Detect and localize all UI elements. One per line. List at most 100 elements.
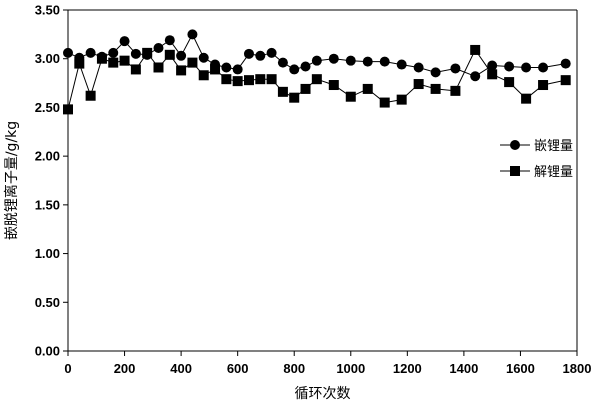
y-tick-label: 3.50	[35, 3, 60, 18]
data-point-square	[176, 65, 187, 76]
data-point-square	[198, 70, 209, 81]
data-point-square	[243, 75, 254, 86]
x-tick-label: 1000	[336, 361, 365, 376]
data-point-circle	[187, 29, 198, 40]
y-tick-label: 2.00	[35, 149, 60, 164]
data-point-circle	[560, 58, 571, 69]
data-point-circle	[430, 67, 441, 78]
data-point-square	[63, 104, 73, 115]
x-tick-label: 600	[227, 361, 249, 376]
data-point-circle	[198, 52, 209, 63]
x-tick-label: 1800	[563, 361, 592, 376]
x-tick-label: 800	[283, 361, 305, 376]
data-point-circle	[470, 71, 481, 82]
y-tick-label: 2.50	[35, 100, 60, 115]
data-point-circle	[232, 64, 243, 75]
data-point-circle	[266, 47, 277, 58]
data-point-circle	[413, 62, 424, 73]
data-point-circle	[300, 61, 311, 72]
legend-item-release: 解锂量	[500, 165, 573, 180]
data-point-circle	[63, 47, 73, 58]
y-tick-label: 1.50	[35, 197, 60, 212]
y-tick-label: 0.00	[35, 344, 60, 359]
data-point-square	[396, 94, 407, 105]
data-point-circle	[164, 35, 175, 46]
legend-marker-square	[510, 166, 520, 176]
legend-label-embed: 嵌锂量	[534, 139, 573, 154]
data-point-circle	[328, 53, 339, 64]
data-point-square	[277, 86, 288, 97]
data-point-square	[379, 97, 390, 108]
data-point-square	[164, 49, 175, 60]
x-axis-title: 循环次数	[295, 386, 351, 402]
data-point-square	[430, 83, 441, 94]
data-point-circle	[487, 60, 498, 71]
data-point-circle	[450, 63, 461, 74]
data-point-circle	[153, 42, 164, 53]
data-point-square	[119, 55, 130, 66]
series-release	[63, 44, 571, 115]
data-point-circle	[176, 50, 187, 61]
data-point-circle	[396, 59, 407, 70]
data-point-square	[74, 58, 85, 69]
data-point-square	[232, 76, 243, 87]
data-point-circle	[345, 55, 356, 66]
data-point-square	[450, 85, 461, 96]
data-point-square	[108, 57, 119, 68]
data-point-square	[521, 93, 532, 104]
data-point-square	[187, 57, 198, 68]
data-point-square	[413, 79, 424, 90]
data-point-square	[487, 69, 498, 80]
data-point-square	[130, 64, 141, 75]
x-axis-ticks: 0 200 400 600 800 1000 1200 1400 1600 1800	[64, 351, 591, 376]
data-point-circle	[379, 56, 390, 67]
y-axis-ticks: 0.00 0.50 1.00 1.50 2.00 2.50 3.00 3.50	[35, 3, 68, 359]
data-point-circle	[255, 50, 266, 61]
data-point-square	[560, 75, 571, 86]
data-point-circle	[85, 47, 96, 58]
y-tick-label: 0.50	[35, 295, 60, 310]
legend-marker-circle	[510, 140, 520, 150]
data-point-circle	[243, 48, 254, 59]
legend-item-embed: 嵌锂量	[500, 139, 573, 154]
legend-label-release: 解锂量	[534, 165, 573, 180]
series-embed	[63, 29, 571, 82]
data-point-circle	[362, 56, 373, 67]
data-point-square	[311, 74, 322, 85]
data-point-square	[96, 53, 107, 64]
data-point-square	[142, 47, 153, 58]
data-point-square	[538, 80, 549, 91]
data-point-circle	[289, 64, 300, 75]
data-point-square	[328, 80, 339, 91]
x-tick-label: 1600	[506, 361, 535, 376]
data-point-square	[300, 83, 311, 94]
x-tick-label: 1400	[449, 361, 478, 376]
data-point-circle	[504, 61, 515, 72]
data-point-square	[289, 92, 300, 103]
data-point-circle	[221, 62, 232, 73]
data-point-circle	[277, 57, 288, 68]
legend: 嵌锂量 解锂量	[500, 139, 573, 180]
data-point-circle	[119, 36, 130, 47]
y-tick-label: 3.00	[35, 51, 60, 66]
data-point-square	[210, 64, 221, 75]
data-point-circle	[311, 55, 322, 66]
data-point-circle	[521, 62, 532, 73]
data-point-square	[470, 44, 481, 55]
data-point-square	[362, 83, 373, 94]
data-point-square	[504, 77, 515, 88]
data-point-circle	[538, 62, 549, 73]
data-point-circle	[108, 47, 119, 58]
data-point-square	[255, 74, 266, 85]
data-point-square	[221, 74, 232, 85]
x-tick-label: 1200	[393, 361, 422, 376]
data-point-square	[153, 62, 164, 73]
axes	[67, 9, 578, 352]
x-tick-label: 200	[114, 361, 136, 376]
series-layer	[63, 29, 571, 115]
data-point-square	[345, 91, 356, 102]
data-point-square	[266, 74, 277, 85]
y-axis-title: 嵌脱锂离子量/g/kg	[3, 121, 20, 240]
